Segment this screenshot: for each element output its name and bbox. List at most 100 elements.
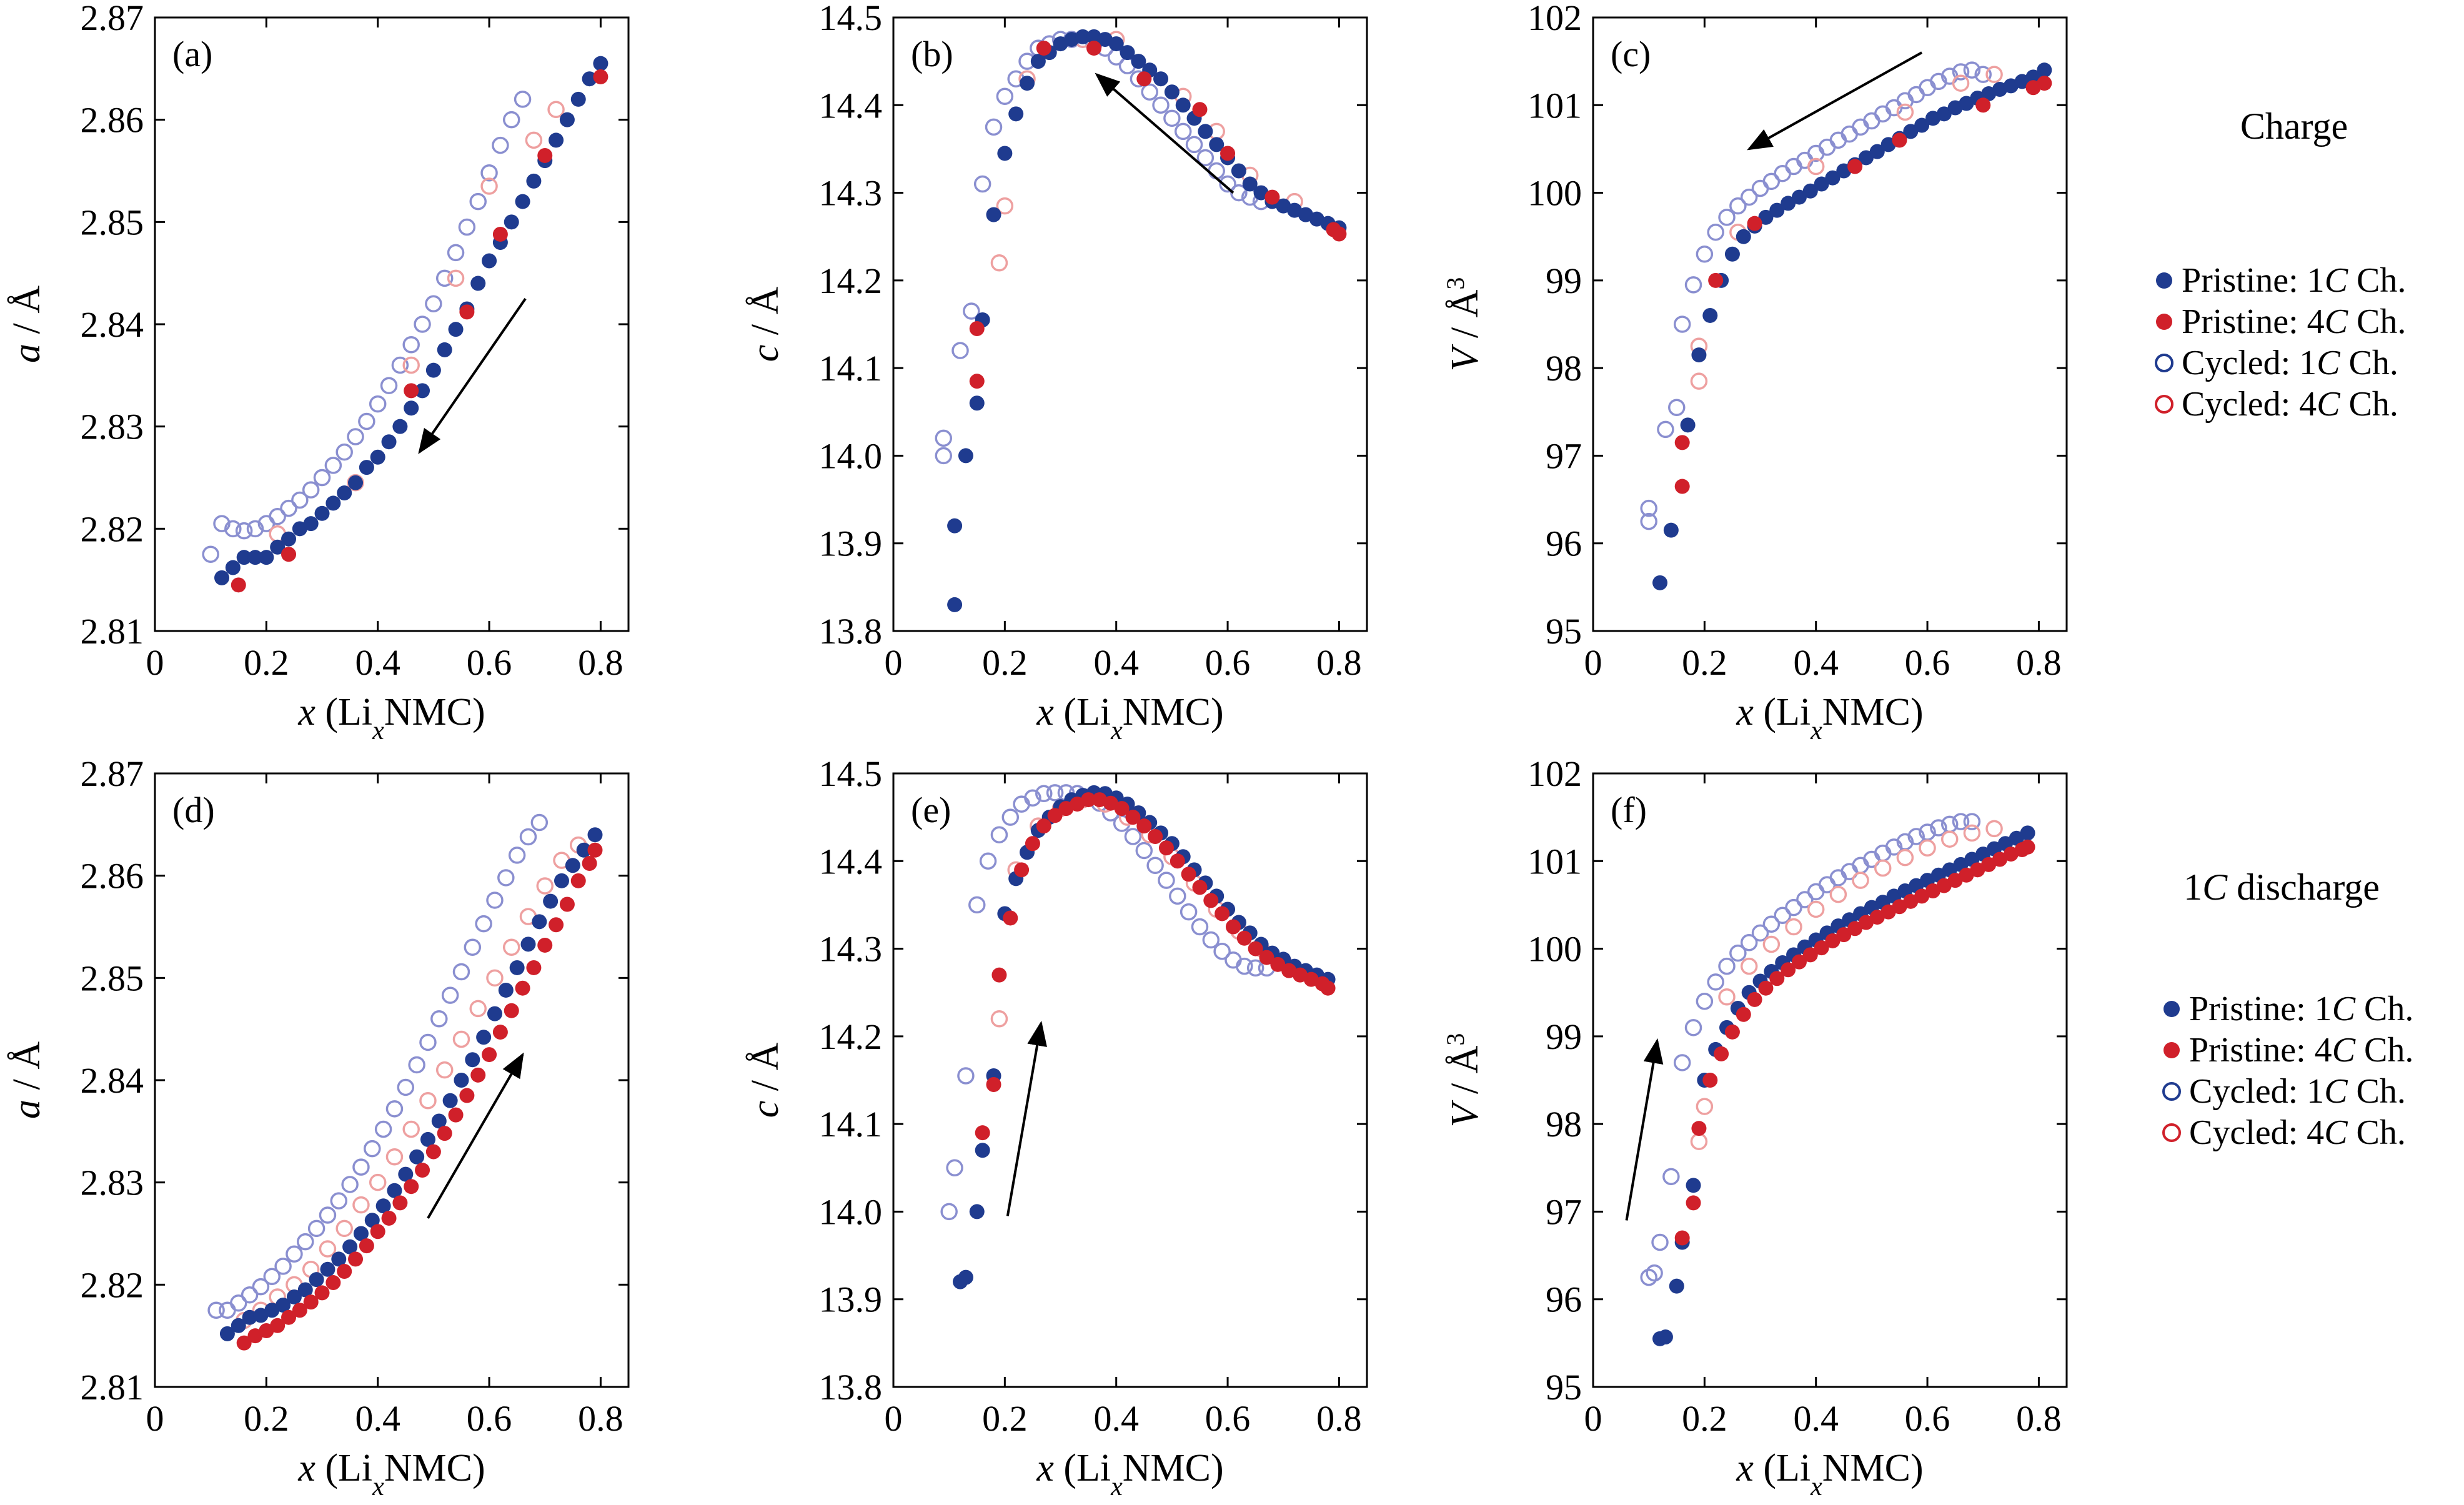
series-1 (231, 69, 609, 593)
data-point (369, 1173, 387, 1191)
data-point (409, 1149, 425, 1165)
x-tick-label: 0.8 (1316, 642, 1362, 683)
data-point (235, 522, 253, 540)
data-point (437, 1126, 452, 1141)
data-point (1869, 144, 1885, 159)
data-point (470, 1067, 486, 1083)
y-tick-label: 2.83 (81, 407, 144, 447)
data-point (1213, 943, 1231, 960)
x-tick-label: 0.6 (1205, 1398, 1251, 1439)
data-point (1136, 71, 1152, 87)
data-point (1153, 71, 1169, 87)
y-tick-label: 14.3 (819, 173, 883, 214)
data-point (1696, 1098, 1714, 1115)
y-tick-label: 2.85 (81, 202, 144, 242)
data-point (236, 1335, 252, 1351)
data-point (1940, 830, 1959, 848)
data-point (1219, 175, 1236, 193)
data-point (991, 967, 1007, 983)
data-point (1236, 930, 1252, 946)
y-tick-label: 2.82 (81, 1264, 144, 1305)
data-point (435, 1061, 454, 1079)
data-point (498, 982, 514, 998)
data-point (2037, 76, 2052, 91)
data-point (331, 1251, 347, 1267)
series-0 (219, 827, 603, 1341)
data-point (264, 1303, 280, 1318)
data-point (286, 1289, 302, 1304)
data-point (1036, 818, 1051, 834)
data-point (1914, 888, 1930, 904)
panel-label: (f) (1611, 790, 1647, 830)
data-point (996, 87, 1014, 106)
data-point (1959, 867, 1974, 883)
data-point (1747, 991, 1762, 1007)
series-2 (1640, 61, 1992, 530)
data-point (1108, 36, 1124, 52)
y-tick-label: 100 (1528, 173, 1582, 214)
data-point (252, 1278, 270, 1296)
legend-marker (2156, 272, 2172, 289)
data-point (1974, 66, 1992, 83)
x-tick-label: 0.2 (1682, 642, 1727, 683)
direction-arrow (1095, 72, 1234, 194)
data-point (958, 1269, 973, 1285)
data-point (214, 570, 230, 585)
data-point (1718, 957, 1736, 975)
data-point (1686, 1178, 1701, 1193)
data-point (1220, 146, 1236, 161)
data-point (1869, 910, 1885, 925)
data-point (1114, 801, 1130, 817)
data-point (1814, 176, 1829, 192)
data-point (1751, 179, 1769, 197)
data-point (1791, 189, 1807, 205)
chart-panel-b: 0 0.2 0.4 0.6 0.8 13.8 13.9 14.0 14.1 14.2 14.3 14.… (744, 0, 1368, 745)
data-point (1035, 785, 1053, 803)
data-point (259, 1323, 274, 1338)
data-point (1896, 103, 1914, 121)
data-point (1785, 898, 1802, 916)
x-axis-label: x (LixNMC) (1036, 1447, 1223, 1501)
data-point (1020, 76, 1035, 91)
data-point (1970, 862, 1985, 878)
data-point (1192, 102, 1208, 117)
data-point (337, 1264, 352, 1279)
data-point (969, 321, 985, 337)
data-point (997, 146, 1013, 161)
data-point (1215, 906, 1230, 921)
data-point (230, 1294, 247, 1312)
data-point (320, 1261, 335, 1277)
data-point (392, 1195, 408, 1211)
legend-marker (2163, 1042, 2180, 1058)
y-tick-label: 2.83 (81, 1163, 144, 1203)
x-tick-label: 0.6 (467, 642, 512, 683)
legend-label: Cycled: 4C Ch. (2182, 385, 2398, 424)
data-point (1814, 940, 1829, 956)
data-point (325, 495, 341, 511)
data-point (1646, 1264, 1663, 1282)
legend-marker (2163, 1001, 2180, 1017)
data-point (1885, 838, 1903, 856)
data-point (280, 499, 297, 517)
data-point (1673, 1054, 1691, 1071)
data-point (1729, 944, 1747, 962)
data-point (1680, 417, 1696, 433)
series-3 (1690, 820, 2003, 1150)
data-point (565, 858, 580, 873)
data-point (352, 1196, 370, 1214)
data-point (269, 507, 286, 525)
data-point (1903, 124, 1919, 139)
data-point (337, 485, 352, 501)
data-point (447, 269, 465, 287)
data-point (1125, 810, 1141, 825)
data-point (1225, 919, 1241, 935)
data-point (1718, 209, 1736, 226)
data-point (1992, 852, 2007, 867)
data-point (973, 175, 991, 193)
y-tick-label: 2.81 (81, 611, 144, 652)
data-point (1175, 97, 1191, 113)
data-point (969, 395, 985, 411)
data-point (1148, 829, 1163, 845)
y-tick-label: 14.4 (819, 85, 883, 126)
data-point (270, 1318, 286, 1333)
